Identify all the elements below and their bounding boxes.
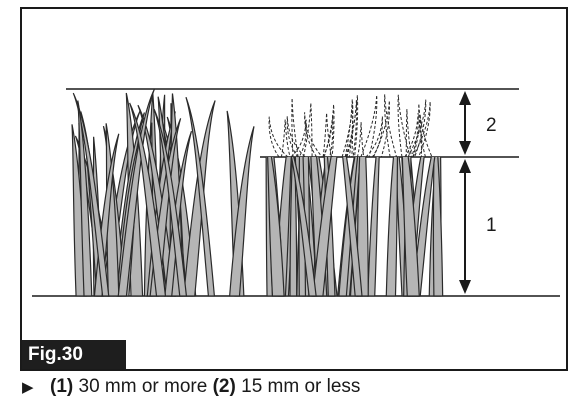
caption-item-2-number: (2) bbox=[212, 376, 236, 397]
grass-blade bbox=[117, 89, 155, 297]
cut-grass-blade bbox=[267, 157, 285, 297]
removed-tip-outline bbox=[290, 119, 307, 158]
removed-tip-outline bbox=[322, 115, 334, 158]
cut-grass-blade bbox=[289, 157, 298, 297]
dimension-arrow-2 bbox=[459, 91, 471, 155]
grass-blade bbox=[77, 100, 93, 297]
figure-number-badge: Fig.30 bbox=[22, 340, 126, 369]
grass-blade bbox=[72, 92, 110, 297]
grass-blade bbox=[129, 102, 167, 297]
removed-tip-outline bbox=[356, 122, 365, 158]
cut-grass-blade bbox=[342, 157, 363, 297]
removed-tip-outline bbox=[384, 94, 398, 158]
uncut-grass-clump bbox=[71, 89, 255, 297]
cut-grass-blade bbox=[290, 157, 317, 297]
dimension-label-1: 1 bbox=[486, 215, 497, 236]
removed-tip-outline bbox=[407, 99, 427, 158]
cut-grass-blade bbox=[411, 157, 436, 297]
removed-tip-outline bbox=[373, 100, 390, 158]
removed-tip-outline bbox=[322, 112, 332, 158]
removed-tip-outline bbox=[412, 114, 422, 158]
grass-height-diagram: 2 1 bbox=[32, 88, 560, 297]
cut-grass-blade bbox=[367, 157, 380, 297]
grass-blade bbox=[185, 97, 216, 297]
removed-tip-outline bbox=[360, 95, 378, 158]
removed-tip-outline bbox=[344, 99, 354, 158]
grass-blade bbox=[153, 108, 188, 297]
cut-grass-blade bbox=[312, 157, 338, 297]
dimension-arrow-1 bbox=[459, 159, 471, 294]
removed-tip-outline bbox=[280, 119, 291, 158]
caption-item-1-number: (1) bbox=[50, 376, 74, 397]
grass-blade bbox=[228, 126, 255, 297]
bullet-arrow-icon: ▶ bbox=[22, 379, 34, 396]
removed-tip-outline bbox=[418, 103, 433, 158]
figure-caption: ▶ (1) 30 mm or more (2) 15 mm or less bbox=[22, 375, 360, 400]
removed-tip-outline bbox=[345, 95, 359, 158]
removed-tip-outline bbox=[286, 116, 306, 158]
cut-grass-clump bbox=[265, 157, 444, 297]
dimension-label-2: 2 bbox=[486, 115, 497, 136]
figure-frame: 2 1 Fig.30 bbox=[20, 7, 568, 371]
removed-tip-outline bbox=[365, 116, 383, 158]
removed-tip-outline bbox=[346, 100, 358, 158]
removed-tip-outline bbox=[412, 101, 431, 158]
clipped-grass-outline bbox=[268, 94, 433, 158]
cut-grass-blade bbox=[432, 157, 444, 297]
cut-grass-blade bbox=[356, 157, 369, 297]
cut-grass-blade bbox=[385, 157, 399, 297]
caption-item-2-text: 15 mm or less bbox=[235, 376, 361, 397]
removed-tip-outline bbox=[405, 109, 412, 158]
removed-tip-outline bbox=[268, 116, 289, 158]
grass-blade bbox=[137, 104, 177, 297]
caption-item-1-text: 30 mm or more bbox=[73, 376, 213, 397]
removed-tip-outline bbox=[303, 102, 313, 158]
removed-tip-outline bbox=[304, 112, 323, 158]
removed-tip-outline bbox=[397, 94, 411, 158]
removed-tip-outline bbox=[341, 101, 354, 158]
removed-tip-outline bbox=[404, 112, 419, 158]
cut-grass-blade bbox=[401, 157, 420, 297]
removed-tip-outline bbox=[323, 104, 335, 158]
